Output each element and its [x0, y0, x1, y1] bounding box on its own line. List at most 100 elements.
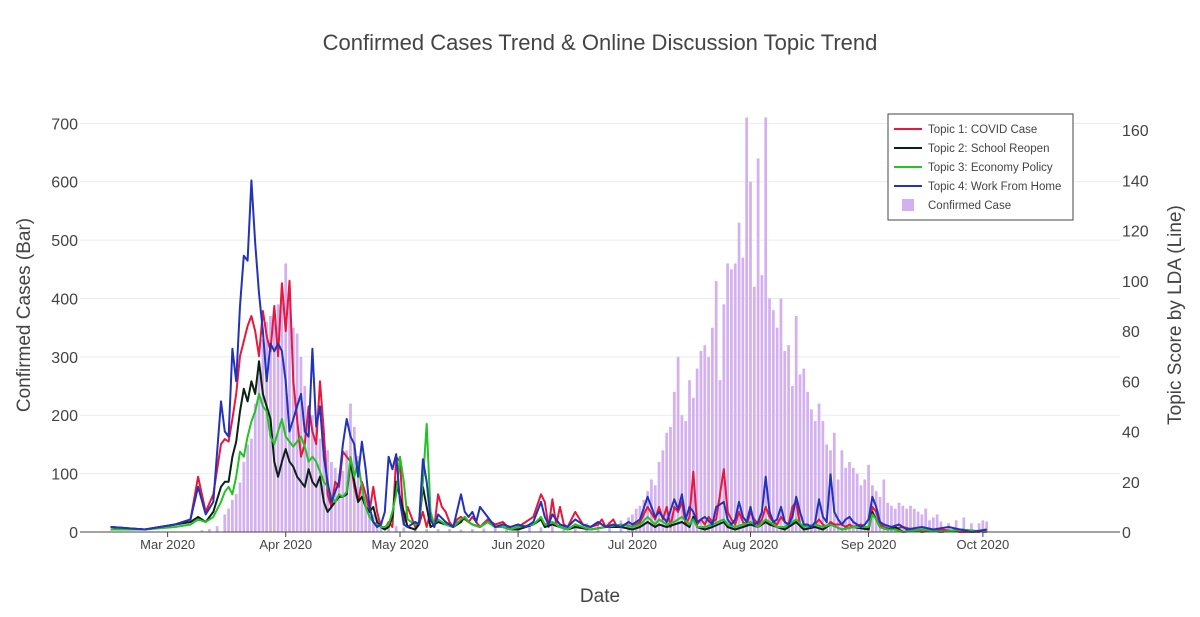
bar-confirmed-case: [311, 415, 314, 532]
bar-confirmed-case: [920, 514, 924, 532]
line-topic-3-economy-policy: [110, 392, 987, 533]
legend-swatch-confirmed-case: [902, 199, 914, 211]
bar-confirmed-case: [303, 386, 307, 532]
bar-confirmed-case: [215, 526, 219, 532]
bar-confirmed-case: [356, 456, 360, 532]
bar-confirmed-case: [360, 491, 364, 532]
bar-confirmed-case: [631, 514, 634, 532]
bar-confirmed-case: [741, 257, 745, 532]
legend-label-topic-1-covid-case: Topic 1: COVID Case: [928, 124, 1037, 136]
bar-confirmed-case: [646, 491, 649, 532]
bar-confirmed-case: [322, 444, 326, 532]
bar-confirmed-case: [817, 403, 821, 532]
bar-confirmed-case: [471, 529, 474, 532]
bar-confirmed-case: [459, 529, 463, 532]
bar-confirmed-case: [806, 391, 809, 532]
bar-confirmed-case: [905, 508, 909, 532]
bar-confirmed-case: [962, 517, 966, 532]
bar-confirmed-case: [653, 485, 657, 532]
bar-confirmed-case: [970, 523, 973, 532]
y-axis-right-label: Topic Score by LDA (Line): [1165, 205, 1186, 425]
bar-confirmed-case: [893, 508, 897, 532]
bar-confirmed-case: [368, 508, 371, 532]
bar-confirmed-case: [703, 345, 707, 532]
bar-confirmed-case: [832, 432, 836, 532]
bar-confirmed-case: [341, 470, 345, 532]
y-right-tick-label: 140: [1122, 173, 1149, 190]
bar-confirmed-case: [836, 479, 840, 532]
y-right-tick-label: 120: [1122, 224, 1149, 241]
bar-confirmed-case: [680, 415, 684, 532]
bar-confirmed-case: [825, 444, 829, 532]
bar-confirmed-case: [665, 432, 669, 532]
bar-confirmed-case: [482, 528, 486, 532]
bar-confirmed-case: [931, 517, 935, 532]
bar-confirmed-case: [261, 339, 265, 532]
bar-confirmed-case: [764, 117, 768, 532]
bar-confirmed-case: [867, 464, 870, 532]
y-right-tick-label: 20: [1122, 475, 1140, 492]
bar-confirmed-case: [528, 526, 531, 532]
bar-confirmed-case: [318, 438, 322, 532]
line-series-group: [110, 179, 988, 533]
bar-confirmed-case: [756, 158, 760, 533]
bar-confirmed-case: [916, 511, 920, 532]
x-tick-label: Mar 2020: [140, 537, 195, 552]
bar-confirmed-case: [912, 508, 916, 532]
bar-confirmed-case: [337, 473, 341, 532]
y-left-tick-label: 0: [69, 525, 78, 542]
bar-confirmed-case: [684, 421, 688, 532]
bar-confirmed-case: [897, 502, 901, 532]
legend-label-topic-4-work-from-home: Topic 4: Work From Home: [928, 181, 1061, 193]
y-left-tick-label: 500: [51, 233, 78, 250]
y-left-tick-label: 100: [51, 467, 78, 484]
x-axis-ticks: Mar 2020 Apr 2020 May 2020 Jun 2020 Jul 2020…: [140, 532, 1009, 552]
bar-confirmed-case: [272, 310, 276, 532]
bar-confirmed-case: [551, 526, 554, 532]
bar-confirmed-case: [760, 275, 764, 532]
bar-confirmed-case: [314, 426, 318, 532]
bar-confirmed-case: [718, 380, 722, 532]
bar-confirmed-case: [733, 263, 737, 532]
bar-confirmed-case: [436, 529, 440, 532]
bar-confirmed-case: [890, 505, 893, 532]
bar-series-confirmed-case: [200, 117, 989, 533]
bar-confirmed-case: [714, 280, 718, 532]
bar-confirmed-case: [291, 327, 295, 532]
line-topic-1-covid-case: [110, 279, 988, 533]
bar-confirmed-case: [280, 298, 284, 532]
bar-confirmed-case: [909, 505, 912, 532]
bar-confirmed-case: [935, 514, 939, 532]
bar-confirmed-case: [863, 479, 867, 532]
bar-confirmed-case: [977, 523, 981, 532]
y-axis-right-ticks: 0 20 40 60 80 100 120 140 160: [1122, 123, 1149, 542]
y-right-tick-label: 100: [1122, 274, 1149, 291]
bar-confirmed-case: [840, 450, 844, 532]
bar-confirmed-case: [882, 479, 886, 532]
bar-confirmed-case: [726, 263, 729, 532]
bar-confirmed-case: [425, 529, 429, 532]
y-left-tick-label: 600: [51, 175, 78, 192]
bar-confirmed-case: [208, 529, 211, 532]
bar-confirmed-case: [752, 286, 756, 532]
y-left-tick-label: 200: [51, 408, 78, 425]
bar-confirmed-case: [364, 496, 368, 532]
bar-confirmed-case: [844, 467, 848, 532]
bar-confirmed-case: [768, 298, 771, 532]
bar-confirmed-case: [676, 356, 680, 532]
bar-confirmed-case: [779, 298, 783, 532]
y-right-tick-label: 160: [1122, 123, 1149, 140]
bar-confirmed-case: [253, 403, 257, 532]
legend-label-confirmed-case: Confirmed Case: [928, 200, 1011, 212]
bar-confirmed-case: [924, 508, 928, 532]
bar-confirmed-case: [901, 505, 905, 532]
bar-confirmed-case: [288, 286, 291, 532]
bar-confirmed-case: [848, 461, 851, 532]
bar-confirmed-case: [661, 450, 665, 532]
bar-confirmed-case: [695, 368, 699, 532]
x-tick-label: Jul 2020: [608, 537, 657, 552]
bar-confirmed-case: [448, 529, 451, 532]
bar-confirmed-case: [231, 499, 234, 532]
